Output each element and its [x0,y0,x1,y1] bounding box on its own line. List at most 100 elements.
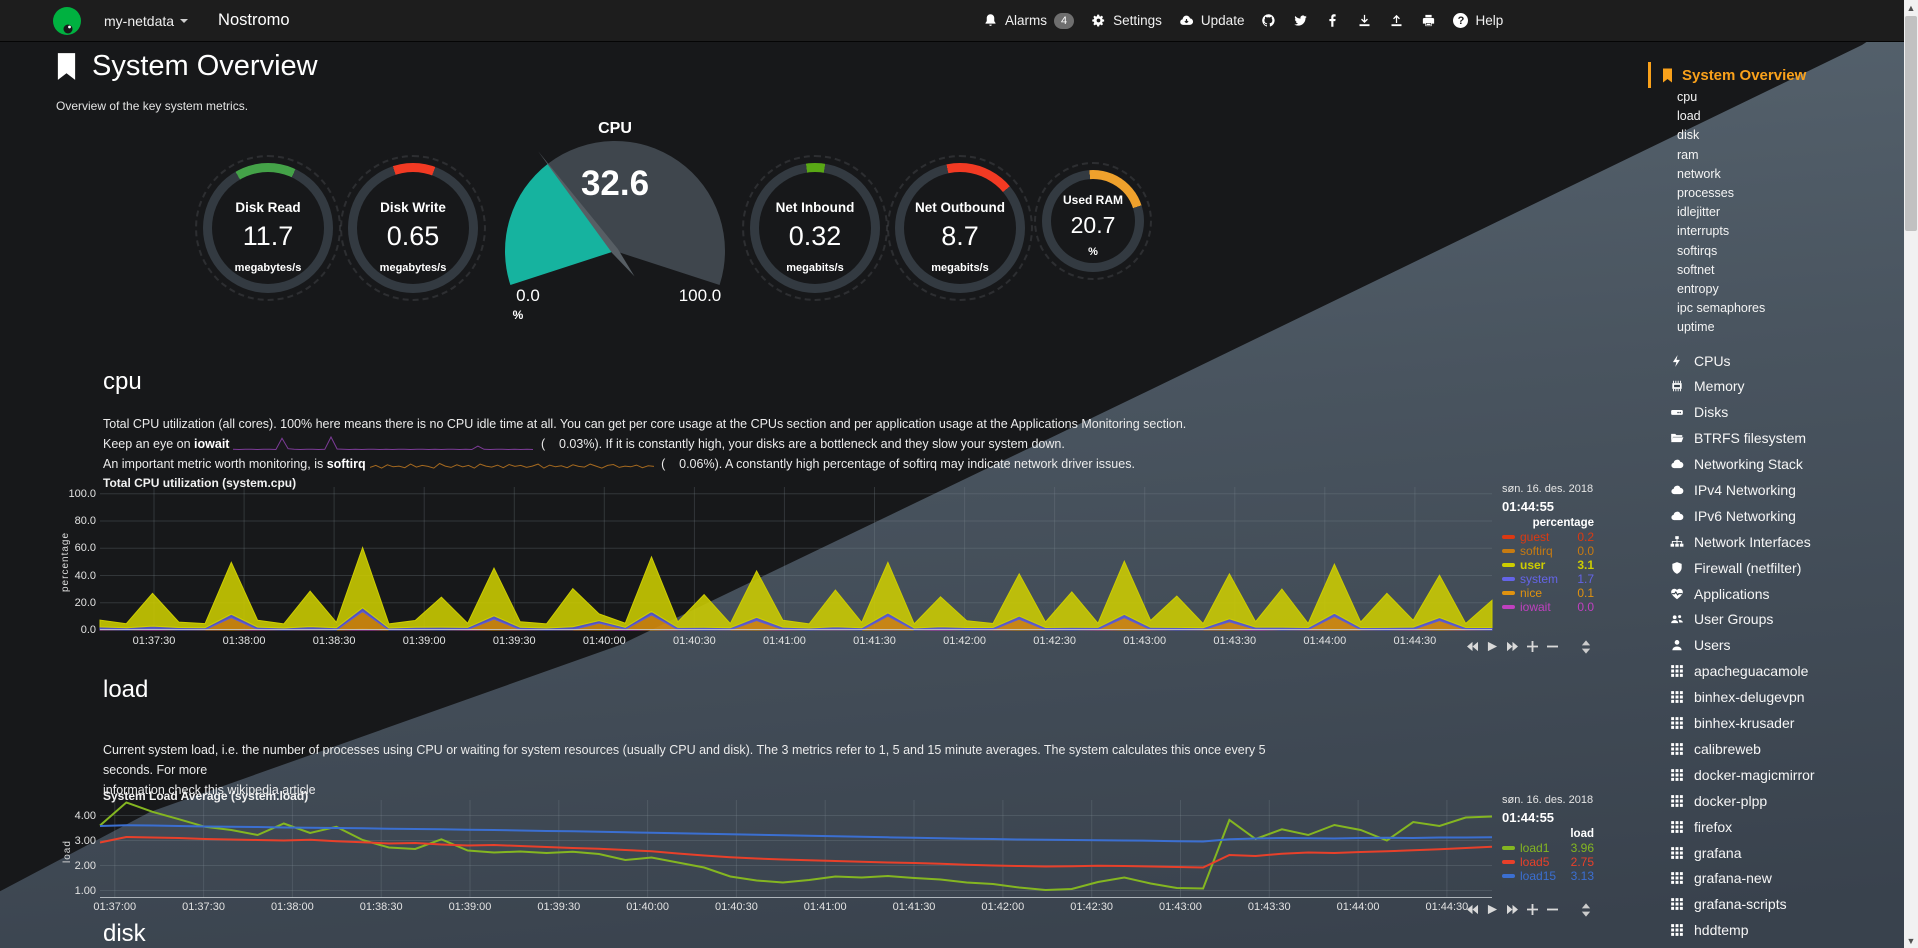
cpu-legend-row-nice[interactable]: nice 0.1 [1502,586,1594,600]
sidebar-item-label: grafana-scripts [1694,896,1787,913]
load-ytick: 2.00 [74,859,96,872]
sidebar-subitem-cpu[interactable]: cpu [1677,90,1698,104]
gauge-cpu[interactable]: CPU 32.6 0.0 100.0 % [495,116,735,326]
sidebar-subitem-ram[interactable]: ram [1677,147,1699,162]
cpu-legend-row-system[interactable]: system 1.7 [1502,572,1594,586]
gauge-ring [895,163,1025,293]
gauge-net-outbound[interactable]: Net Outbound 8.7 megabits/s [887,155,1033,301]
import-button[interactable] [1389,13,1404,28]
pan-forward-button-icon[interactable] [1507,641,1518,652]
sidebar-item-ipv4-networking[interactable]: IPv4 Networking [1670,477,1904,503]
sidebar-item-user-groups[interactable]: User Groups [1670,607,1904,633]
gauge-used-ram[interactable]: Used RAM 20.7 % [1034,162,1152,280]
my-netdata-label: my-netdata [104,12,175,29]
pan-backward-button-icon[interactable] [1467,641,1478,652]
gauge-net-inbound[interactable]: Net Inbound 0.32 megabits/s [742,155,888,301]
cpu-legend-row-user[interactable]: user 3.1 [1502,558,1594,572]
sidebar-item-firefox[interactable]: firefox [1670,814,1904,840]
gauge-disk-write[interactable]: Disk Write 0.65 megabytes/s [340,155,486,301]
sidebar-item-binhex-delugevpn[interactable]: binhex-delugevpn [1670,684,1904,710]
sidebar-item-cpus[interactable]: CPUs [1670,348,1904,374]
facebook-icon [1325,13,1340,28]
sidebar-item-applications[interactable]: Applications [1670,581,1904,607]
load-legend-row-load1[interactable]: load1 3.96 [1502,841,1594,855]
sidebar-subitem-uptime[interactable]: uptime [1677,320,1715,335]
sidebar-subitem-load[interactable]: load [1677,109,1701,124]
sidebar-item-firewall-netfilter[interactable]: Firewall (netfilter) [1670,555,1904,581]
sidebar-item-label: calibreweb [1694,740,1761,757]
zoom-out-button-icon[interactable] [1547,641,1558,652]
legend-series-name: softirq [1520,544,1553,558]
cpu-chart-canvas[interactable] [99,487,1493,631]
zoom-in-button-icon[interactable] [1527,904,1538,915]
hostname[interactable]: Nostromo [218,11,290,29]
twitter-button[interactable] [1293,13,1308,28]
github-button[interactable] [1261,13,1276,28]
sidebar-subitem-ipc-semaphores[interactable]: ipc semaphores [1677,301,1766,316]
sidebar-item-users[interactable]: Users [1670,632,1904,658]
load-legend-resize-handle[interactable] [1581,903,1591,917]
sidebar: System Overview cpu load disk ram network proc… [1640,41,1904,948]
alarms-button[interactable]: Alarms 4 [983,12,1075,29]
load-legend-row-load15[interactable]: load15 3.13 [1502,869,1594,883]
scrollbar-down-arrow[interactable]: ▼ [1906,935,1916,946]
cpu-xtick: 01:44:30 [1393,635,1437,647]
export-button[interactable] [1357,13,1372,28]
sidebar-item-system-overview[interactable]: System Overview [1648,62,1904,88]
sidebar-subitem-idlejitter[interactable]: idlejitter [1677,205,1721,220]
sidebar-item-docker-plpp[interactable]: docker-plpp [1670,788,1904,814]
sidebar-item-memory[interactable]: Memory [1670,374,1904,400]
sidebar-subitem-softirqs[interactable]: softirqs [1677,243,1718,258]
load-legend-row-load5[interactable]: load5 2.75 [1502,855,1594,869]
play-button-icon[interactable] [1487,904,1498,915]
cpu-gauge-canvas [505,140,725,285]
cpu-legend-row-guest[interactable]: guest 0.2 [1502,530,1594,544]
pan-forward-button-icon[interactable] [1507,904,1518,915]
scrollbar-thumb[interactable] [1905,16,1917,231]
gauge-disk-read[interactable]: Disk Read 11.7 megabytes/s [195,155,341,301]
zoom-in-button-icon[interactable] [1527,641,1538,652]
cpu-description-line2: Keep an eye on iowait ( 0.03%). If it is… [103,435,1065,451]
sidebar-item-btrfs-filesystem[interactable]: BTRFS filesystem [1670,425,1904,451]
sidebar-item-networking-stack[interactable]: Networking Stack [1670,451,1904,477]
sidebar-subitem-softnet[interactable]: softnet [1677,262,1715,277]
sidebar-item-label: docker-magicmirror [1694,766,1815,783]
settings-label: Settings [1113,13,1162,28]
my-netdata-menu[interactable]: my-netdata [104,12,189,29]
sidebar-subitem-processes[interactable]: processes [1677,186,1734,201]
facebook-button[interactable] [1325,13,1340,28]
sidebar-subitem-interrupts[interactable]: interrupts [1677,224,1730,239]
play-button-icon[interactable] [1487,641,1498,652]
sidebar-item-binhex-krusader[interactable]: binhex-krusader [1670,710,1904,736]
load-chart-canvas[interactable] [99,800,1493,899]
sidebar-item-grafana[interactable]: grafana [1670,840,1904,866]
cpu-gauge-max: 100.0 [678,286,722,305]
sidebar-item-grafana-scripts[interactable]: grafana-scripts [1670,891,1904,917]
sidebar-item-calibreweb[interactable]: calibreweb [1670,736,1904,762]
sidebar-subitem-network[interactable]: network [1677,166,1721,181]
sidebar-subitem-disk[interactable]: disk [1677,128,1700,143]
sidebar-item-label: binhex-delugevpn [1694,689,1805,706]
update-button[interactable]: Update [1179,13,1244,28]
sidebar-item-ipv6-networking[interactable]: IPv6 Networking [1670,503,1904,529]
sidebar-item-network-interfaces[interactable]: Network Interfaces [1670,529,1904,555]
settings-button[interactable]: Settings [1091,13,1162,28]
cpu-legend-row-softirq[interactable]: softirq 0.0 [1502,544,1594,558]
scrollbar-up-arrow[interactable]: ▲ [1906,2,1916,13]
cpu-legend-row-iowait[interactable]: iowait 0.0 [1502,600,1594,614]
netdata-logo[interactable] [52,6,82,36]
sidebar-item-docker-magicmirror[interactable]: docker-magicmirror [1670,762,1904,788]
sidebar-subitem-entropy[interactable]: entropy [1677,282,1719,297]
cpu-legend-resize-handle[interactable] [1581,640,1591,654]
zoom-out-button-icon[interactable] [1547,904,1558,915]
sidebar-item-grafana-new[interactable]: grafana-new [1670,865,1904,891]
sidebar-item-disks[interactable]: Disks [1670,399,1904,425]
apps-icon [1670,587,1684,601]
pan-backward-button-icon[interactable] [1467,904,1478,915]
sidebar-item-hddtemp[interactable]: hddtemp [1670,917,1904,943]
page-scrollbar[interactable]: ▲ ▼ [1904,0,1918,948]
sidebar-item-apacheguacamole[interactable]: apacheguacamole [1670,658,1904,684]
help-button[interactable]: ? Help [1453,13,1503,28]
legend-swatch [1502,563,1515,567]
print-button[interactable] [1421,13,1436,28]
